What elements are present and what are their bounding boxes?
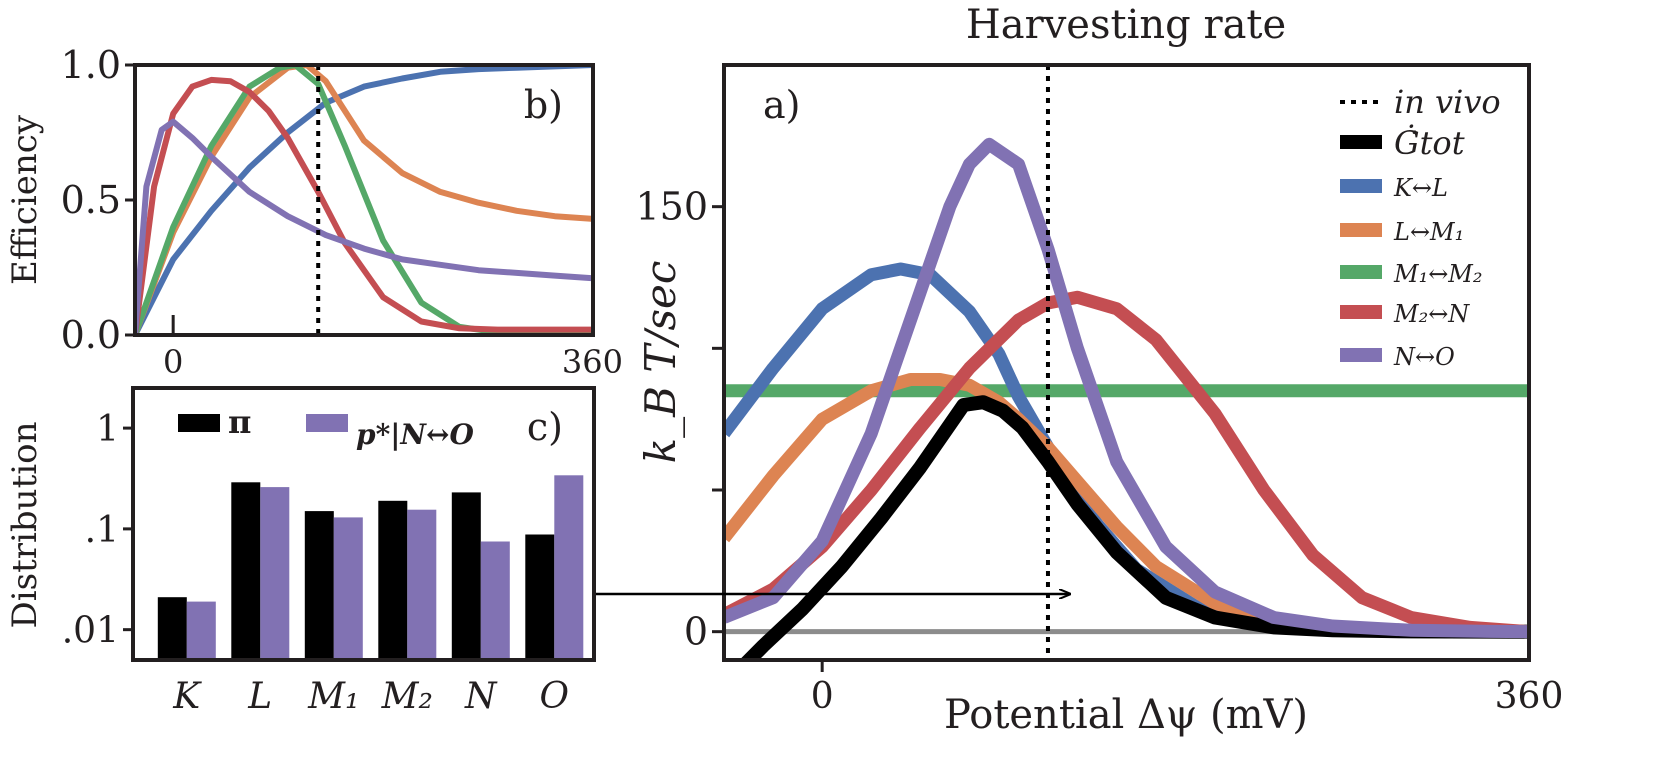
legend-pstar-label: p*|N↔O [356, 418, 474, 451]
bar-pi [378, 500, 408, 660]
efficiency-curve-no [135, 118, 593, 335]
panel-c-frame [131, 386, 596, 662]
legend-no-label: N↔O [1393, 343, 1455, 371]
bar-pi [304, 511, 334, 660]
legend-m2n-label: M₂↔N [1393, 300, 1470, 328]
panel-b-ticks: 0.0 0.5 1.0 0 360 [61, 43, 623, 381]
x-tick-label-a: 0 [811, 676, 834, 717]
legend-lm1-label: L↔M₁ [1393, 218, 1464, 246]
bar-pstar [554, 475, 584, 660]
panel-c: K L M₁ M₂ N O .01 .1 1 c) Distribution π p*|N↔O [5, 386, 596, 717]
y-tick-label-b: 0.0 [61, 313, 121, 357]
bar-pi [231, 482, 261, 660]
panel-b: 0.0 0.5 1.0 0 360 b) Efficiency [5, 43, 623, 381]
x-tick-label-c: K [172, 676, 202, 717]
y-tick-label-b: 1.0 [61, 43, 121, 87]
bar-pi [157, 597, 187, 660]
y-tick-label-c: .1 [85, 510, 119, 551]
y-tick-label-c: .01 [62, 611, 119, 652]
bar-pstar [407, 509, 437, 660]
legend-tot-label: Ġ̇tot [1394, 124, 1465, 162]
panel-a-ylabel: k_B T/sec [636, 261, 685, 464]
bar-pstar [333, 517, 363, 660]
bar-pstar [260, 487, 290, 660]
efficiency-curve-m2n [135, 76, 593, 335]
panel-a-xlabel: Potential Δψ (mV) [944, 692, 1308, 738]
y-tick-label-b: 0.5 [61, 178, 121, 222]
legend-m1m2-label: M₁↔M₂ [1393, 260, 1483, 288]
legend-in-vivo-label: in vivo [1394, 83, 1501, 121]
panel-c-plot-area [157, 475, 584, 660]
panel-b-label: b) [524, 83, 563, 127]
y-tick-label-c: 1 [96, 409, 119, 450]
legend-pstar-swatch [306, 414, 348, 432]
bar-pi [451, 492, 481, 660]
bar-pstar [186, 601, 216, 660]
x-tick-label-a: 360 [1495, 676, 1564, 717]
panel-c-ylabel: Distribution [5, 422, 45, 629]
legend-pi-swatch [178, 414, 220, 432]
x-tick-label-c: L [247, 676, 272, 717]
x-tick-label-c: O [539, 676, 569, 717]
legend-pi-label: π [228, 403, 251, 441]
panel-a-label: a) [763, 83, 800, 127]
x-tick-label-c: M₂ [381, 676, 433, 717]
y-tick-label-a: 0 [684, 610, 708, 654]
panel-a-legend: in vivo Ġ̇tot K↔L L↔M₁ M₁↔M₂ M₂↔N N↔O [1340, 83, 1501, 371]
x-tick-label-b: 360 [562, 343, 623, 381]
x-tick-label-c: N [464, 676, 498, 717]
efficiency-curve-kl [135, 65, 593, 335]
efficiency-curve-lm1 [135, 65, 593, 335]
panel-b-plot-area [135, 65, 593, 335]
curve-no [724, 137, 1529, 639]
panel-c-label: c) [527, 405, 563, 449]
panel-a-frame [722, 63, 1531, 662]
legend-kl-label: K↔L [1393, 174, 1448, 202]
panel-a: Harvesting rate 0 150 0 360 a) Potential Δψ… [635, 2, 1563, 738]
panel-a-ticks: 0 150 0 360 [635, 185, 1563, 717]
x-tick-label-c: M₁ [307, 676, 359, 717]
bar-pi [525, 534, 555, 660]
panel-c-legend: π p*|N↔O [178, 403, 474, 451]
panel-c-ticks: K L M₁ M₂ N O .01 .1 1 [62, 409, 569, 717]
y-tick-label-a: 150 [635, 185, 708, 229]
curve-m2n [724, 290, 1529, 639]
bar-pstar [480, 541, 510, 660]
panel-b-ylabel: Efficiency [5, 114, 45, 285]
x-tick-label-b: 0 [163, 343, 183, 381]
panel-a-title: Harvesting rate [966, 2, 1286, 48]
